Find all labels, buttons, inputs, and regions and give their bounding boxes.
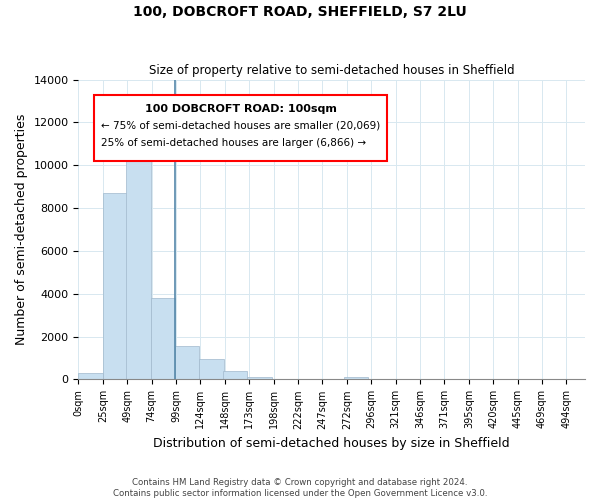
Bar xyxy=(103,193,127,380)
Title: Size of property relative to semi-detached houses in Sheffield: Size of property relative to semi-detach… xyxy=(149,64,515,77)
Bar xyxy=(344,378,368,380)
X-axis label: Distribution of semi-detached houses by size in Sheffield: Distribution of semi-detached houses by … xyxy=(154,437,510,450)
Bar xyxy=(175,346,199,380)
Text: 100 DOBCROFT ROAD: 100sqm: 100 DOBCROFT ROAD: 100sqm xyxy=(145,104,337,114)
Text: ← 75% of semi-detached houses are smaller (20,069): ← 75% of semi-detached houses are smalle… xyxy=(101,120,380,130)
FancyBboxPatch shape xyxy=(94,94,388,160)
Bar xyxy=(126,142,151,380)
Bar xyxy=(79,373,103,380)
Text: 100, DOBCROFT ROAD, SHEFFIELD, S7 2LU: 100, DOBCROFT ROAD, SHEFFIELD, S7 2LU xyxy=(133,5,467,19)
Bar xyxy=(247,376,272,380)
Bar xyxy=(223,372,247,380)
Text: 25% of semi-detached houses are larger (6,866) →: 25% of semi-detached houses are larger (… xyxy=(101,138,367,148)
Y-axis label: Number of semi-detached properties: Number of semi-detached properties xyxy=(15,114,28,345)
Bar xyxy=(151,298,175,380)
Bar xyxy=(199,359,224,380)
Text: Contains HM Land Registry data © Crown copyright and database right 2024.
Contai: Contains HM Land Registry data © Crown c… xyxy=(113,478,487,498)
